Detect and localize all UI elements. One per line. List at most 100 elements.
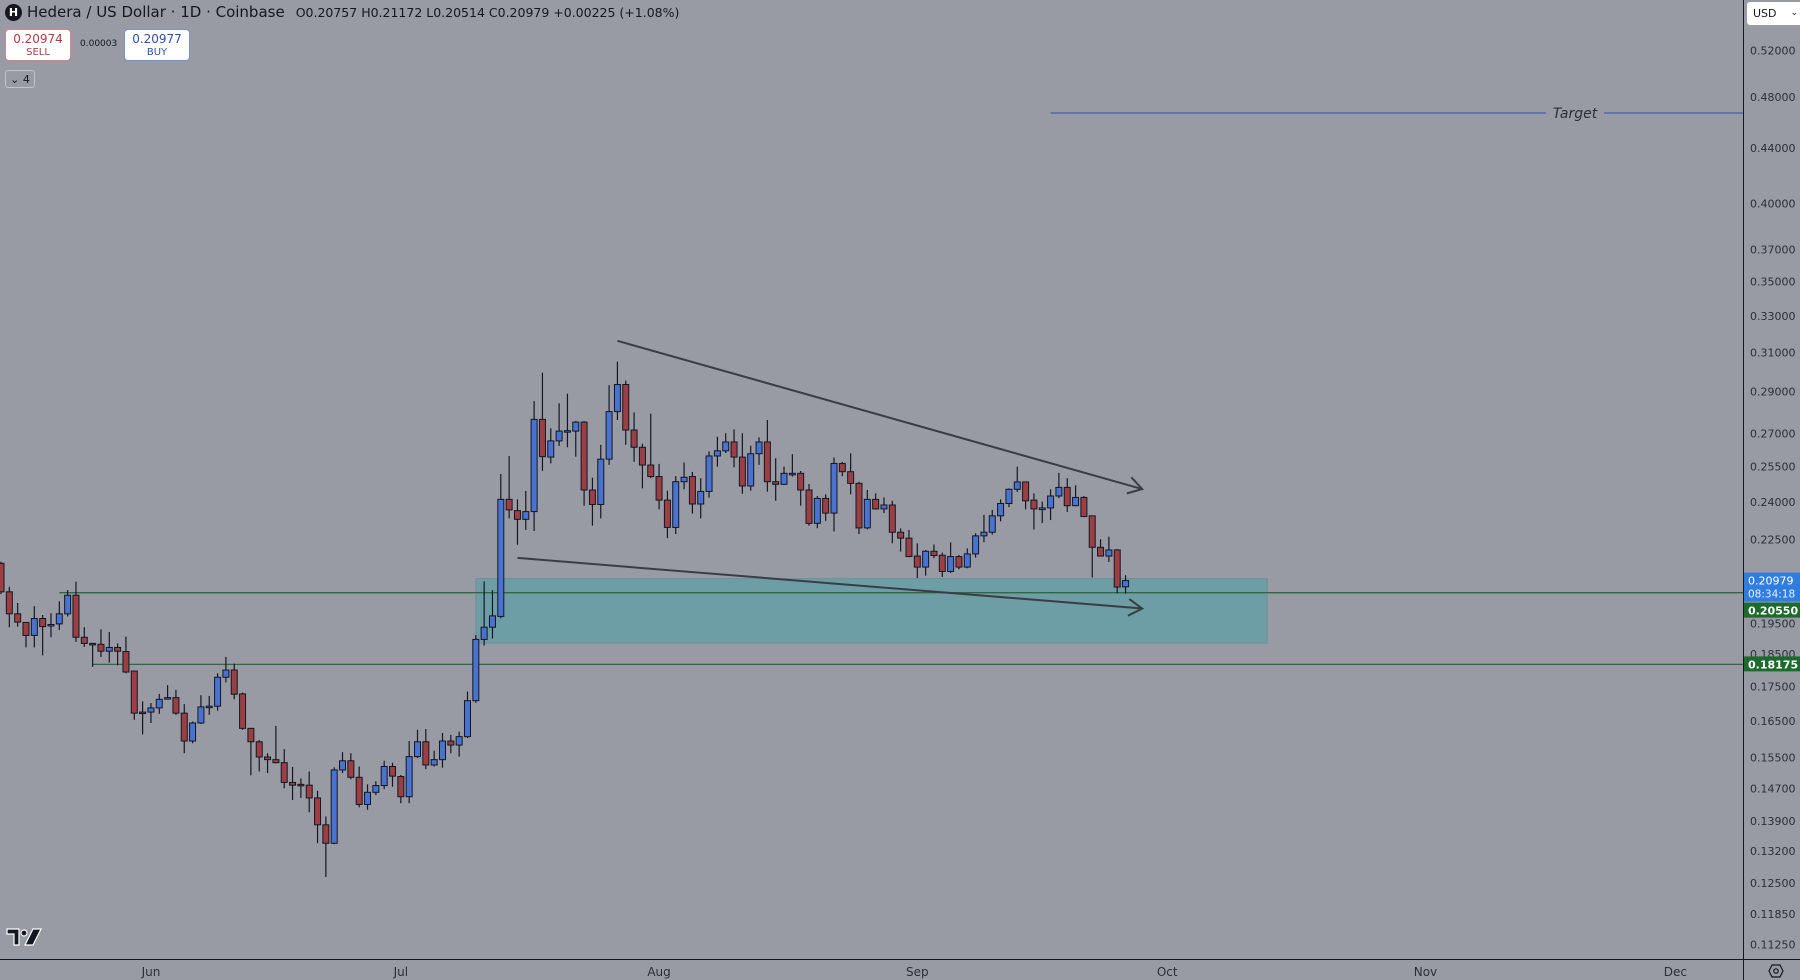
candle[interactable] (314, 790, 322, 844)
candle[interactable] (997, 499, 1005, 522)
candle[interactable] (963, 548, 971, 569)
candle[interactable] (264, 753, 272, 774)
tradingview-logo-icon[interactable] (6, 926, 42, 948)
candle[interactable] (80, 627, 88, 647)
trend-line-1[interactable] (617, 339, 1145, 495)
candle[interactable] (289, 766, 297, 800)
candle[interactable] (722, 433, 730, 454)
candle[interactable] (488, 590, 496, 639)
candle[interactable] (755, 437, 763, 465)
candle[interactable] (988, 509, 996, 535)
candle[interactable] (888, 500, 896, 544)
candle[interactable] (622, 380, 630, 445)
candle[interactable] (922, 549, 930, 576)
candle[interactable] (905, 529, 913, 558)
candle[interactable] (647, 413, 655, 479)
candle[interactable] (330, 767, 338, 845)
time-axis[interactable]: Jun Jul Aug Sep Oct Nov Dec (141, 965, 1687, 979)
candle[interactable] (555, 403, 563, 446)
candle[interactable] (522, 490, 530, 530)
candle[interactable] (97, 629, 105, 657)
candle[interactable] (572, 421, 580, 457)
candle[interactable] (339, 752, 347, 774)
candle[interactable] (89, 642, 97, 667)
candle[interactable] (39, 614, 47, 656)
candle[interactable] (847, 453, 855, 495)
candle[interactable] (305, 771, 313, 813)
candle[interactable] (197, 695, 205, 725)
candle[interactable] (863, 490, 871, 530)
candle[interactable] (697, 478, 705, 519)
candle[interactable] (22, 621, 30, 648)
candle[interactable] (438, 733, 446, 768)
currency-selector[interactable]: USD ⌄ (1747, 2, 1800, 25)
candle[interactable] (422, 729, 430, 770)
candle[interactable] (430, 750, 438, 767)
candle[interactable] (180, 704, 188, 754)
candle[interactable] (705, 451, 713, 498)
candle[interactable] (680, 462, 688, 490)
candle[interactable] (730, 429, 738, 468)
candle[interactable] (147, 703, 155, 723)
candle[interactable] (497, 474, 505, 619)
candle[interactable] (688, 471, 696, 514)
price-axis[interactable]: 0.52000 0.48000 0.44000 0.40000 0.37000 0.350… (1750, 45, 1796, 952)
candle[interactable] (563, 393, 571, 448)
candle[interactable] (780, 466, 788, 486)
candle[interactable] (747, 445, 755, 491)
sell-button[interactable]: 0.20974 SELL (5, 29, 71, 61)
candle[interactable] (272, 725, 280, 764)
candle[interactable] (5, 586, 13, 628)
candle[interactable] (139, 701, 147, 735)
candle[interactable] (472, 635, 480, 703)
trend-line-2[interactable] (517, 556, 1145, 617)
candle[interactable] (580, 421, 588, 506)
candle[interactable] (1088, 515, 1096, 578)
candle[interactable] (463, 691, 471, 739)
candle[interactable] (638, 443, 646, 489)
candle[interactable] (1072, 485, 1080, 507)
candle[interactable] (630, 412, 638, 462)
candle[interactable] (1005, 488, 1013, 508)
candle[interactable] (214, 673, 222, 711)
candle[interactable] (513, 499, 521, 545)
candle[interactable] (938, 552, 946, 577)
candle[interactable] (405, 741, 413, 804)
candle[interactable] (1055, 472, 1063, 499)
candle[interactable] (164, 685, 172, 700)
candle[interactable] (480, 581, 488, 646)
candle[interactable] (797, 471, 805, 506)
candle[interactable] (380, 760, 388, 790)
candle[interactable] (322, 816, 330, 877)
candle[interactable] (114, 643, 122, 666)
candle[interactable] (805, 484, 813, 526)
candle[interactable] (64, 590, 72, 617)
candle[interactable] (355, 766, 363, 808)
candle[interactable] (414, 729, 421, 759)
candle[interactable] (297, 778, 305, 798)
candle[interactable] (1047, 489, 1055, 521)
candle[interactable] (530, 401, 538, 531)
candle[interactable] (830, 457, 838, 532)
candle[interactable] (1022, 481, 1030, 510)
candle[interactable] (0, 561, 5, 595)
candle[interactable] (239, 692, 247, 730)
candle[interactable] (505, 455, 513, 519)
candle[interactable] (1105, 536, 1113, 562)
candle[interactable] (663, 490, 671, 539)
candle[interactable] (172, 689, 180, 715)
candle[interactable] (1030, 493, 1038, 530)
candle[interactable] (880, 497, 888, 514)
symbol-title[interactable]: Hedera / US Dollar · 1D · Coinbase (27, 3, 285, 21)
candle[interactable] (955, 554, 963, 570)
candle[interactable] (788, 454, 796, 477)
candle[interactable] (1038, 501, 1046, 524)
candle[interactable] (30, 606, 38, 648)
candle[interactable] (280, 749, 288, 789)
buy-button[interactable]: 0.20977 BUY (124, 29, 190, 61)
candle[interactable] (105, 632, 113, 663)
candle[interactable] (455, 731, 463, 757)
candle[interactable] (972, 533, 980, 558)
candle[interactable] (1063, 478, 1071, 512)
candle[interactable] (222, 656, 230, 683)
